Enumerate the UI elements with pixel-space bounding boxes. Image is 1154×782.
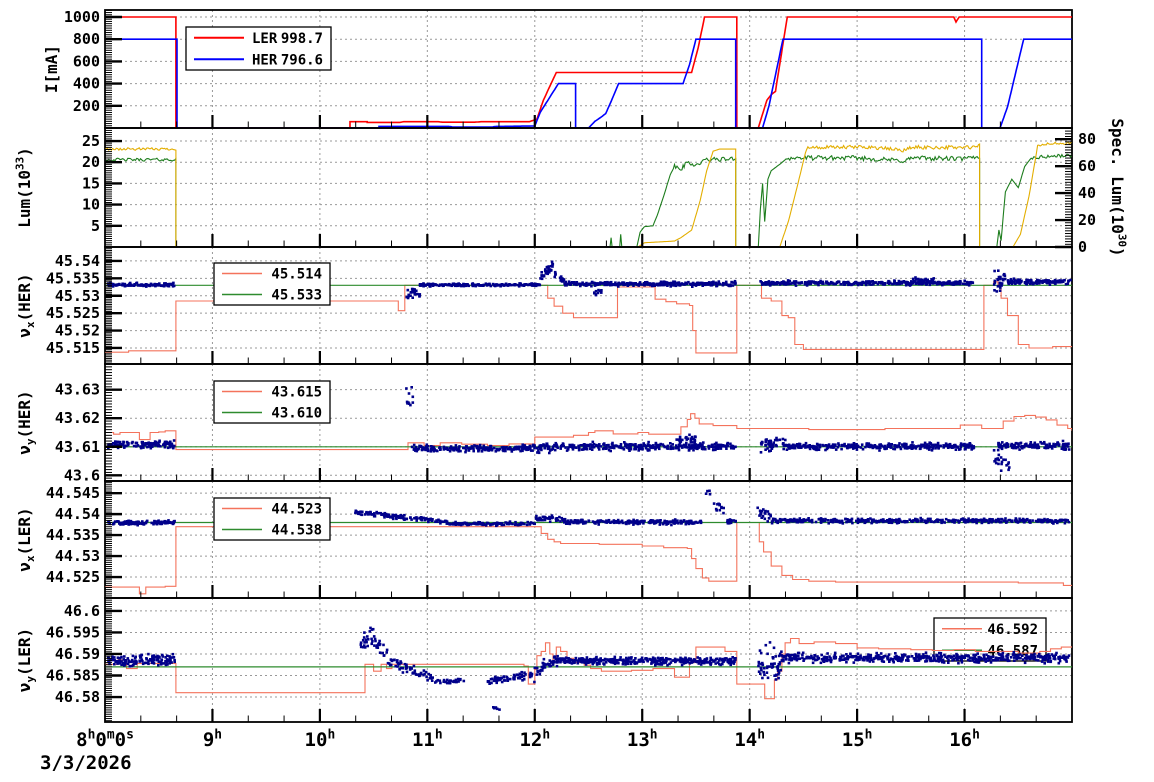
y-tick-label: 45.515 xyxy=(46,339,100,357)
y-tick-label: 45.54 xyxy=(55,252,100,270)
panel-luminosity: 5 10 15 20 25 0 20 40 60 80 Spec. Lum(1030) Lum(103… xyxy=(14,118,1129,256)
series-lum-yellow xyxy=(105,140,1072,247)
legend-value: 44.538 xyxy=(271,523,322,539)
x-tick-label: 11h xyxy=(412,727,443,751)
data-area-nuy-her xyxy=(105,386,1072,472)
right-tick-label: 60 xyxy=(1078,157,1096,175)
y-tick-label: 25 xyxy=(82,132,100,150)
legend-value: 44.523 xyxy=(271,502,322,518)
y-tick-label: 44.54 xyxy=(55,505,100,523)
scatter-nuy-her-meas xyxy=(107,386,1071,472)
x-tick-label: 8h0m0s xyxy=(76,727,134,751)
x-tick-label: 9h xyxy=(203,727,222,751)
y-tick-label: 1000 xyxy=(64,8,100,26)
data-area-beam-current xyxy=(105,16,1072,128)
data-area-nux-her xyxy=(105,260,1072,354)
legend-box xyxy=(185,26,332,71)
y-tick-label: 45.525 xyxy=(46,304,100,322)
series-nuy-her-set xyxy=(105,413,1072,451)
y-tick-label: 45.53 xyxy=(55,287,100,305)
x-axis-labels: 8h0m0s 9h 10h 11h 12h 13h 14h 15h 16h xyxy=(76,727,980,751)
scatter-nux-ler-meas xyxy=(107,489,1071,528)
data-area-nuy-ler xyxy=(105,626,1072,711)
y-tick-label: 45.535 xyxy=(46,269,100,287)
x-tick-label: 12h xyxy=(519,727,550,751)
y-axis-title: I[mA] xyxy=(42,45,61,93)
legend-value: 43.610 xyxy=(271,406,322,422)
y-tick-label: 43.6 xyxy=(64,466,100,484)
x-tick-label: 13h xyxy=(627,727,658,751)
y-tick-label: 43.62 xyxy=(55,409,100,427)
series-nuy-ler-set xyxy=(105,637,1072,700)
legend-value: 43.615 xyxy=(271,385,322,401)
legend-value: 998.7 xyxy=(281,31,323,47)
panel-nux-ler: 44.523 44.538 44.525 44.53 44.535 44.54 44.545… xyxy=(15,480,1073,599)
legend-label: HER xyxy=(252,52,278,68)
y-tick-label: 400 xyxy=(73,75,100,93)
y-tick-label: 44.525 xyxy=(46,568,100,586)
legend-value: 46.592 xyxy=(987,622,1038,638)
y-axis-title: νx(HER) xyxy=(15,273,37,337)
y-tick-label: 5 xyxy=(91,217,100,235)
legend-value: 45.514 xyxy=(271,267,322,283)
y-tick-label: 45.52 xyxy=(55,322,100,340)
y-axis-title: νy(LER) xyxy=(15,628,37,692)
y-tick-label: 46.59 xyxy=(55,645,100,663)
y-tick-label: 44.535 xyxy=(46,526,100,544)
y-tick-label: 43.61 xyxy=(55,438,100,456)
series-lum-green xyxy=(105,153,1072,247)
x-tick-label: 10h xyxy=(305,727,336,751)
legend-box xyxy=(213,497,331,541)
legend-nux-ler: 44.523 44.538 xyxy=(213,497,331,541)
legend-value: 45.533 xyxy=(271,288,322,304)
y-tick-label: 43.63 xyxy=(55,381,100,399)
legend-box xyxy=(213,380,331,424)
y-tick-label: 200 xyxy=(73,97,100,115)
x-tick-label: 16h xyxy=(949,727,980,751)
panel-nuy-her: 43.615 43.610 43.6 43.61 43.62 43.63 νy(HER) xyxy=(15,363,1073,484)
legend-value: 796.6 xyxy=(281,52,323,68)
right-axis-title: Spec. Lum(1030) xyxy=(1108,118,1128,256)
legend-box xyxy=(213,262,331,306)
right-tick-label: 20 xyxy=(1078,211,1096,229)
y-axis-title: νy(HER) xyxy=(15,390,37,454)
date-label: 3/3/2026 xyxy=(40,752,132,774)
scatter-nuy-ler-meas xyxy=(107,626,1071,711)
y-tick-label: 46.585 xyxy=(46,667,100,685)
series-LER-current xyxy=(105,16,1072,128)
y-tick-label: 44.53 xyxy=(55,547,100,565)
y-tick-label: 600 xyxy=(73,52,100,70)
right-tick-label: 80 xyxy=(1078,130,1096,148)
data-area-luminosity xyxy=(105,140,1072,247)
y-tick-label: 10 xyxy=(82,196,100,214)
y-axis-title: Lum(1033) xyxy=(14,147,34,228)
legend-nux-her: 45.514 45.533 xyxy=(213,262,331,306)
y-tick-label: 46.58 xyxy=(55,688,100,706)
legend-label: LER xyxy=(252,31,278,47)
series-HER-current xyxy=(105,38,1072,128)
right-tick-label: 0 xyxy=(1078,238,1087,256)
legend-box xyxy=(933,617,1047,662)
x-tick-label: 14h xyxy=(734,727,765,751)
y-tick-label: 800 xyxy=(73,30,100,48)
series-nux-ler-set xyxy=(105,521,1072,595)
y-tick-label: 46.6 xyxy=(64,602,100,620)
y-tick-label: 46.595 xyxy=(46,623,100,641)
y-axis-title: νx(LER) xyxy=(15,507,37,571)
y-tick-label: 20 xyxy=(82,153,100,171)
x-tick-label: 15h xyxy=(842,727,873,751)
y-tick-label: 44.545 xyxy=(46,484,100,502)
legend-nuy-her: 43.615 43.610 xyxy=(213,380,331,424)
right-tick-label: 40 xyxy=(1078,184,1096,202)
y-tick-label: 15 xyxy=(82,174,100,192)
scatter-nux-her-meas xyxy=(107,260,1072,300)
panel-nux-her: 45.514 45.533 45.51545.5245.52545.5345.535… xyxy=(15,246,1073,365)
